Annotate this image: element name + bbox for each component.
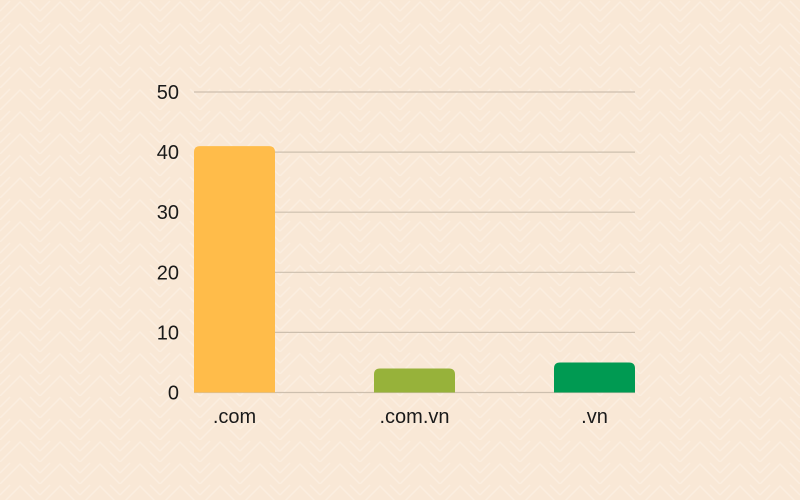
x-tick-label: .vn: [581, 406, 608, 428]
y-tick-label: 40: [157, 142, 179, 164]
y-tick-label: 50: [157, 82, 179, 104]
bar-comvn: [374, 368, 455, 393]
y-tick-label: 30: [157, 202, 179, 224]
bar-vn: [554, 362, 635, 393]
y-tick-label: 0: [168, 383, 179, 405]
x-tick-label: .com: [213, 406, 256, 428]
x-tick-label: .com.vn: [379, 406, 449, 428]
bar-com: [194, 146, 275, 393]
y-tick-label: 20: [157, 262, 179, 284]
y-tick-label: 10: [157, 322, 179, 344]
